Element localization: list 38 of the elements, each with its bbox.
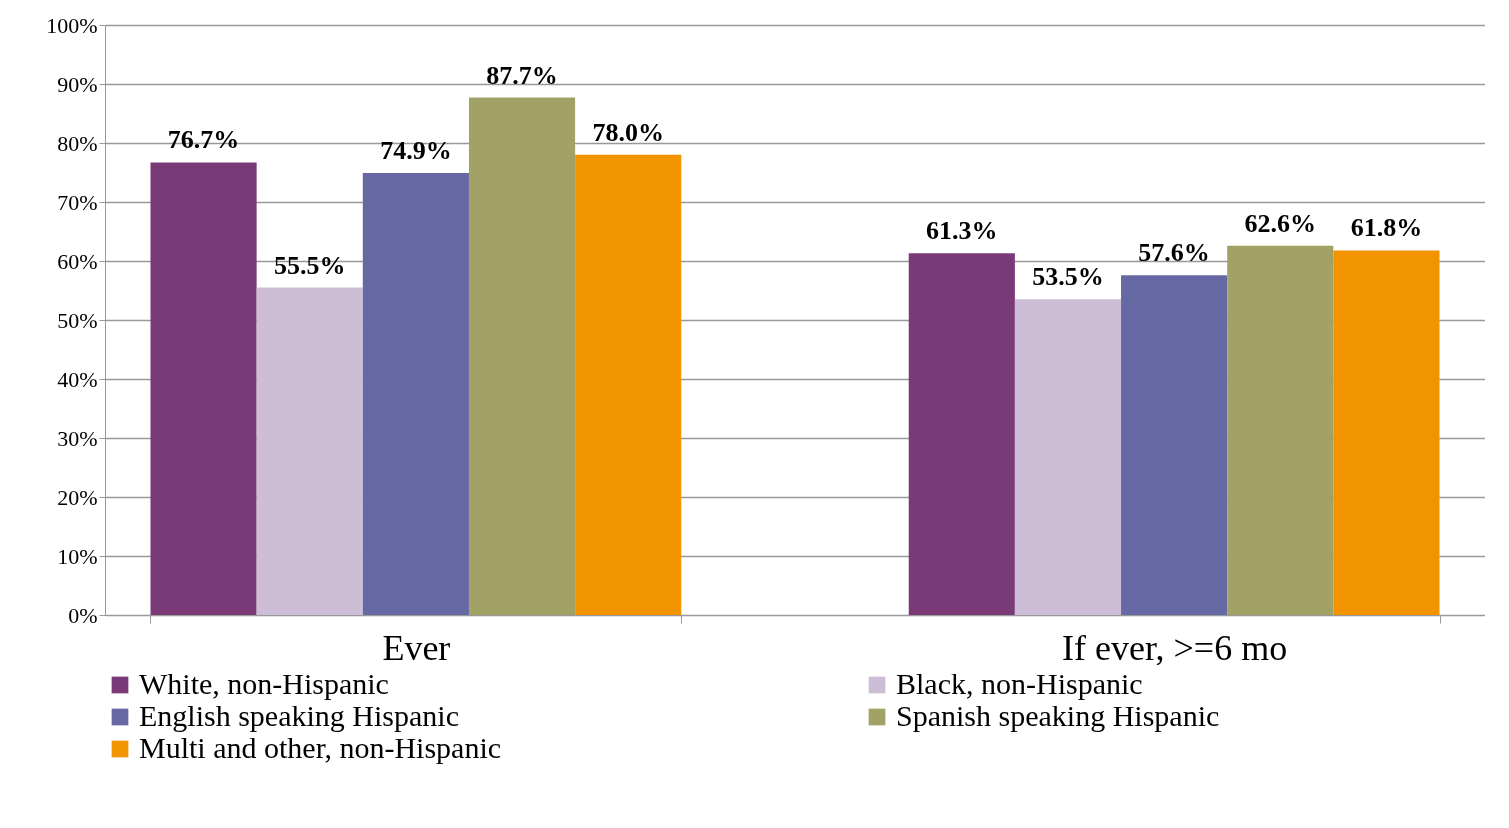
data-label: 57.6% <box>1138 238 1210 268</box>
data-label: 55.5% <box>273 250 346 280</box>
legend-label: Spanish speaking Hispanic <box>896 699 1220 732</box>
legend-label: Black, non-Hispanic <box>896 667 1143 700</box>
legend-label: Multi and other, non-Hispanic <box>139 731 502 764</box>
y-tick-label: 20% <box>57 484 98 510</box>
y-tick-label: 30% <box>57 425 98 451</box>
y-tick-label: 70% <box>57 189 98 215</box>
bar <box>1121 275 1228 615</box>
data-label: 87.7% <box>486 60 558 90</box>
y-tick-label: 0% <box>68 602 98 628</box>
bar <box>1014 299 1122 615</box>
data-label: 61.8% <box>1350 213 1423 243</box>
y-tick-label: 90% <box>57 71 98 97</box>
data-label: 61.3% <box>926 216 998 246</box>
y-tick-label: 60% <box>57 248 98 274</box>
bar <box>362 173 469 615</box>
data-label: 74.9% <box>380 136 452 166</box>
x-tick-label: Ever <box>382 627 451 668</box>
data-label: 76.7% <box>167 125 240 155</box>
data-label: 78.0% <box>592 117 664 147</box>
legend-label: English speaking Hispanic <box>139 699 459 732</box>
bar <box>150 162 257 615</box>
y-tick-label: 50% <box>57 307 98 333</box>
y-tick-label: 80% <box>57 130 98 156</box>
bar <box>575 154 682 615</box>
y-tick-label: 100% <box>46 12 98 38</box>
data-label: 62.6% <box>1244 208 1317 238</box>
bar <box>1333 250 1440 615</box>
y-tick-label: 10% <box>57 543 98 569</box>
bar <box>468 97 576 615</box>
data-label: 53.5% <box>1032 262 1104 292</box>
x-tick-label: If ever, >=6 mo <box>1062 627 1288 668</box>
legend-label: White, non-Hispanic <box>139 667 389 700</box>
y-tick-label: 40% <box>57 366 98 392</box>
bar <box>256 287 363 615</box>
bar <box>908 253 1015 615</box>
bar <box>1227 245 1334 615</box>
